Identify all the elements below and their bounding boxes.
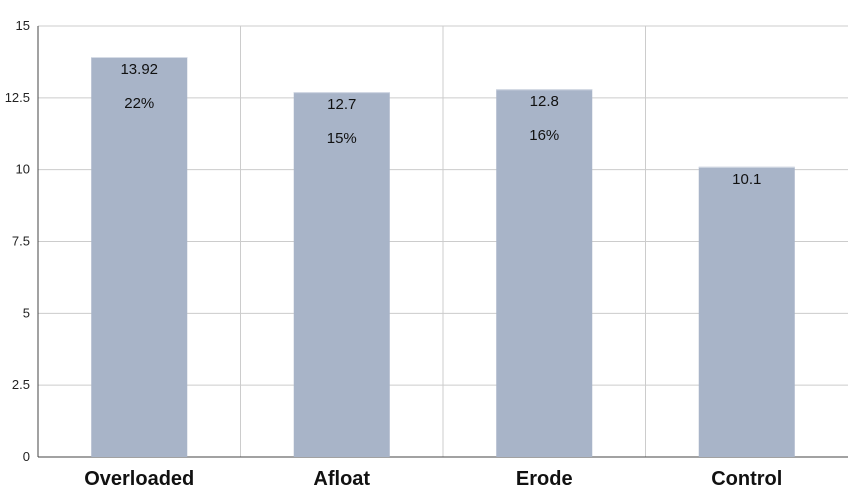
bar-control [698,166,795,457]
y-tick-label: 5 [23,305,30,320]
y-tick-label: 2.5 [12,377,30,392]
y-tick-label: 15 [16,18,30,33]
bar-value-label: 10.1 [732,171,761,188]
bar-percent-label: 22% [124,95,154,112]
y-tick-label: 7.5 [12,234,30,249]
x-category-label: Overloaded [84,468,194,490]
bar-value-label: 12.7 [327,96,356,113]
x-category-label: Control [711,468,782,490]
y-tick-label: 10 [16,162,30,177]
bar-percent-label: 16% [529,127,559,144]
x-category-label: Erode [516,468,573,490]
bar-value-label: 12.8 [530,93,559,110]
y-tick-label: 0 [23,449,30,464]
x-category-label: Afloat [313,468,370,490]
bar-percent-label: 15% [327,130,357,147]
bar-overloaded [91,57,188,457]
y-tick-label: 12.5 [5,90,30,105]
bar-value-label: 13.92 [120,61,158,78]
bar-erode [496,89,593,458]
bar-afloat [293,92,390,457]
